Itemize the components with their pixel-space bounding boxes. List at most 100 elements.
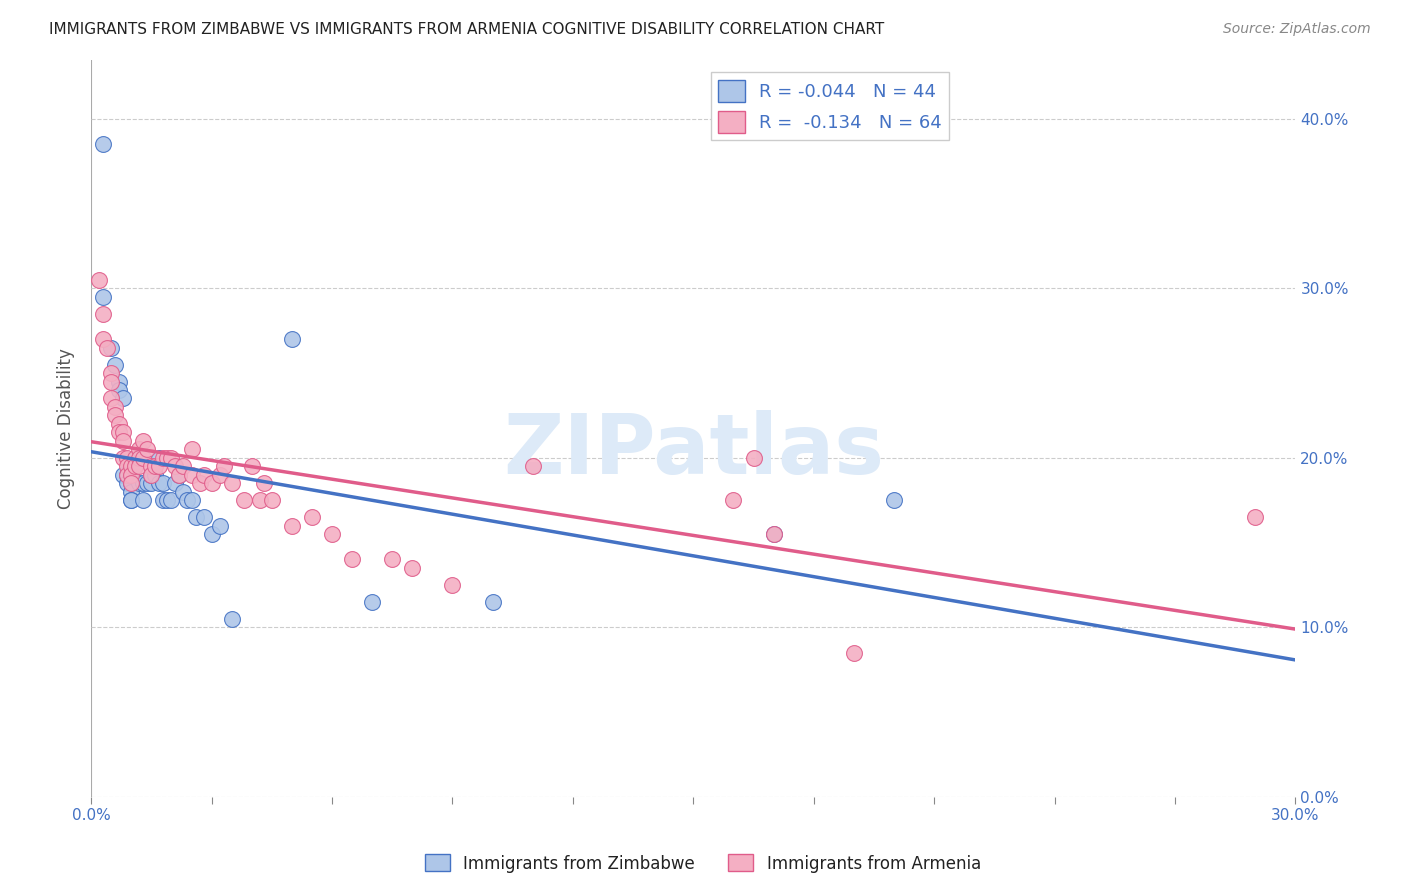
Point [141, 459, 163, 474]
Point [152, 493, 174, 508]
Point [120, 493, 142, 508]
Point [108, 425, 131, 440]
Point [249, 493, 271, 508]
Point [120, 467, 142, 482]
Point [132, 493, 155, 508]
Point [108, 375, 131, 389]
Point [132, 476, 155, 491]
Point [136, 476, 159, 491]
Point [89, 273, 111, 287]
Point [128, 450, 150, 465]
Point [91, 137, 114, 152]
Point [104, 409, 127, 423]
Point [117, 467, 139, 482]
Point [340, 552, 363, 566]
Point [200, 476, 222, 491]
Point [188, 476, 211, 491]
Point [124, 450, 146, 465]
Point [165, 476, 187, 491]
Point [301, 510, 323, 524]
Point [842, 646, 865, 660]
Point [120, 476, 142, 491]
Point [240, 459, 263, 474]
Point [169, 467, 191, 482]
Point [742, 450, 765, 465]
Point [165, 459, 187, 474]
Legend: R = -0.044   N = 44, R =  -0.134   N = 64: R = -0.044 N = 44, R = -0.134 N = 64 [710, 72, 949, 140]
Point [321, 527, 343, 541]
Point [148, 450, 170, 465]
Point [141, 467, 163, 482]
Point [212, 459, 235, 474]
Point [128, 450, 150, 465]
Point [148, 459, 170, 474]
Point [112, 450, 135, 465]
Point [260, 493, 283, 508]
Point [91, 290, 114, 304]
Point [723, 493, 745, 508]
Point [184, 510, 207, 524]
Point [172, 484, 194, 499]
Point [132, 450, 155, 465]
Point [176, 493, 198, 508]
Point [100, 392, 122, 406]
Point [91, 307, 114, 321]
Point [104, 400, 127, 414]
Point [160, 493, 183, 508]
Point [145, 459, 167, 474]
Point [180, 442, 202, 457]
Point [128, 476, 150, 491]
Text: ZIPatlas: ZIPatlas [503, 409, 884, 491]
Y-axis label: Cognitive Disability: Cognitive Disability [58, 348, 75, 508]
Point [883, 493, 905, 508]
Point [152, 450, 174, 465]
Point [120, 459, 142, 474]
Point [208, 467, 231, 482]
Point [128, 459, 150, 474]
Point [381, 552, 404, 566]
Point [124, 459, 146, 474]
Point [117, 467, 139, 482]
Point [208, 518, 231, 533]
Point [112, 425, 135, 440]
Point [108, 383, 131, 397]
Point [281, 518, 304, 533]
Text: IMMIGRANTS FROM ZIMBABWE VS IMMIGRANTS FROM ARMENIA COGNITIVE DISABILITY CORRELA: IMMIGRANTS FROM ZIMBABWE VS IMMIGRANTS F… [49, 22, 884, 37]
Point [112, 467, 135, 482]
Point [156, 493, 179, 508]
Point [104, 358, 127, 372]
Point [148, 476, 170, 491]
Point [112, 392, 135, 406]
Point [117, 459, 139, 474]
Point [132, 434, 155, 448]
Point [112, 434, 135, 448]
Point [100, 366, 122, 380]
Legend: Immigrants from Zimbabwe, Immigrants from Armenia: Immigrants from Zimbabwe, Immigrants fro… [419, 847, 987, 880]
Point [180, 467, 202, 482]
Point [128, 442, 150, 457]
Point [762, 527, 785, 541]
Point [762, 527, 785, 541]
Point [124, 459, 146, 474]
Point [91, 332, 114, 346]
Point [120, 484, 142, 499]
Point [401, 561, 423, 575]
Point [221, 612, 243, 626]
Point [117, 450, 139, 465]
Text: Source: ZipAtlas.com: Source: ZipAtlas.com [1223, 22, 1371, 37]
Point [281, 332, 304, 346]
Point [361, 595, 384, 609]
Point [160, 450, 183, 465]
Point [200, 527, 222, 541]
Point [141, 467, 163, 482]
Point [232, 493, 254, 508]
Point [152, 476, 174, 491]
Point [100, 375, 122, 389]
Point [117, 476, 139, 491]
Point [96, 341, 118, 355]
Point [141, 476, 163, 491]
Point [108, 417, 131, 431]
Point [522, 459, 544, 474]
Point [221, 476, 243, 491]
Point [156, 450, 179, 465]
